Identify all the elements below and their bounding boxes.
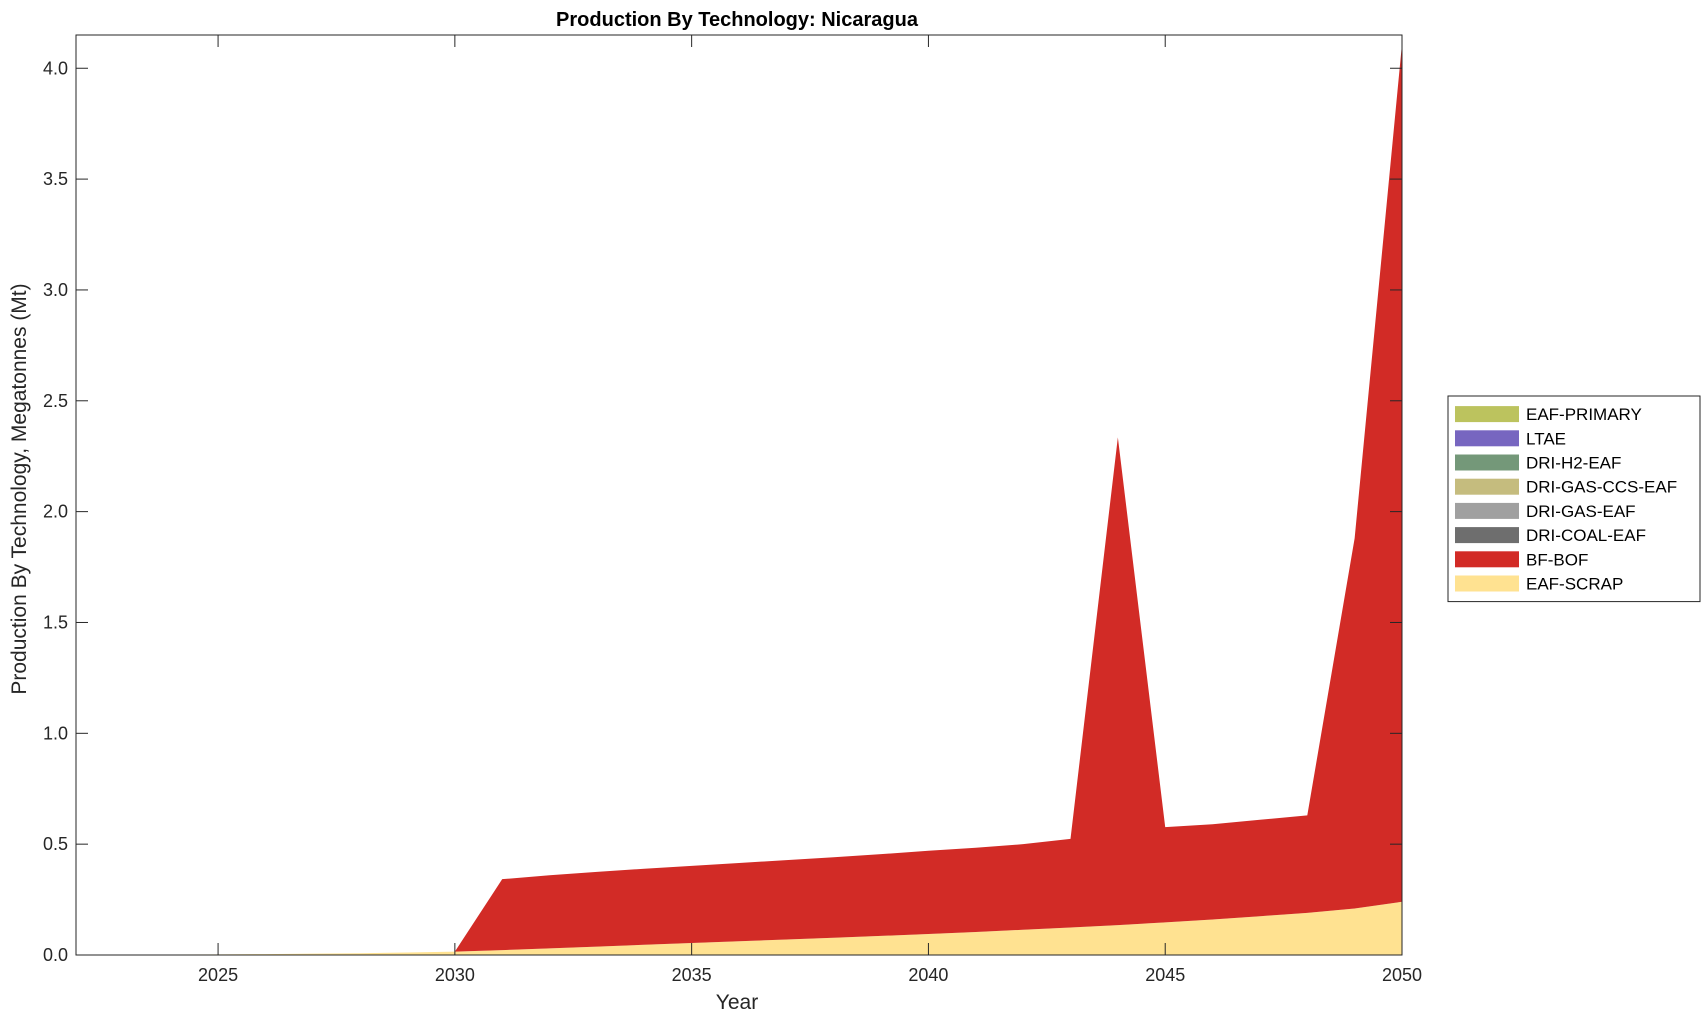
y-axis-title: Production By Technology, Megatonnes (Mt… [8,283,31,694]
legend-swatch-eaf-scrap [1455,575,1519,592]
legend-swatch-dri-coal-eaf [1455,527,1519,544]
area-series-dri-coal-eaf [76,43,1402,956]
legend-swatch-bf-bof [1455,551,1519,568]
legend-label-eaf-primary: EAF-PRIMARY [1526,405,1642,424]
y-tick-label: 2.0 [43,502,68,522]
legend-label-ltae: LTAE [1526,429,1566,448]
y-tick-label: 2.5 [43,391,68,411]
y-tick-label: 0.0 [43,945,68,965]
legend-label-dri-gas-ccs-eaf: DRI-GAS-CCS-EAF [1526,478,1677,497]
area-series-ltae [76,43,1402,956]
area-series-eaf-primary [76,43,1402,956]
legend-label-bf-bof: BF-BOF [1526,550,1588,569]
legend-swatch-dri-h2-eaf [1455,454,1519,471]
legend-label-eaf-scrap: EAF-SCRAP [1526,575,1623,594]
x-tick-label: 2045 [1145,965,1185,985]
area-series-dri-gas-ccs-eaf [76,43,1402,956]
area-series-bf-bof [76,43,1402,956]
y-tick-label: 1.5 [43,612,68,632]
y-tick-label: 0.5 [43,834,68,854]
x-tick-label: 2035 [672,965,712,985]
area-series-dri-h2-eaf [76,43,1402,956]
legend-swatch-eaf-primary [1455,406,1519,423]
x-tick-label: 2025 [198,965,238,985]
y-tick-label: 3.5 [43,169,68,189]
y-tick-label: 3.0 [43,280,68,300]
legend-box [1447,395,1701,603]
legend-label-dri-gas-eaf: DRI-GAS-EAF [1526,502,1636,521]
legend-swatch-dri-gas-ccs-eaf [1455,478,1519,495]
legend-label-dri-coal-eaf: DRI-COAL-EAF [1526,526,1646,545]
x-tick-label: 2040 [908,965,948,985]
area-series-dri-gas-eaf [76,43,1402,956]
y-tick-label: 4.0 [43,58,68,78]
x-tick-label: 2030 [435,965,475,985]
axis-ticks: 2025 2030 2035 2040 2045 2050 0.0 0.5 1.0 1.5 2.0 2… [43,35,1422,985]
x-axis-title: Year [716,991,758,1014]
y-tick-label: 1.0 [43,723,68,743]
area-series-eaf-scrap [76,901,1402,955]
legend: EAF-PRIMARY LTAE DRI-H2-EAF DRI-GAS-CCS-EAF… [1447,395,1701,603]
chart-title: Production By Technology: Nicaragua [556,9,919,31]
legend-swatch-dri-gas-eaf [1455,502,1519,519]
x-tick-label: 2050 [1382,965,1422,985]
area-layer [76,43,1402,956]
plot-frame [75,34,1403,956]
legend-swatch-ltae [1455,430,1519,447]
legend-label-dri-h2-eaf: DRI-H2-EAF [1526,454,1621,473]
